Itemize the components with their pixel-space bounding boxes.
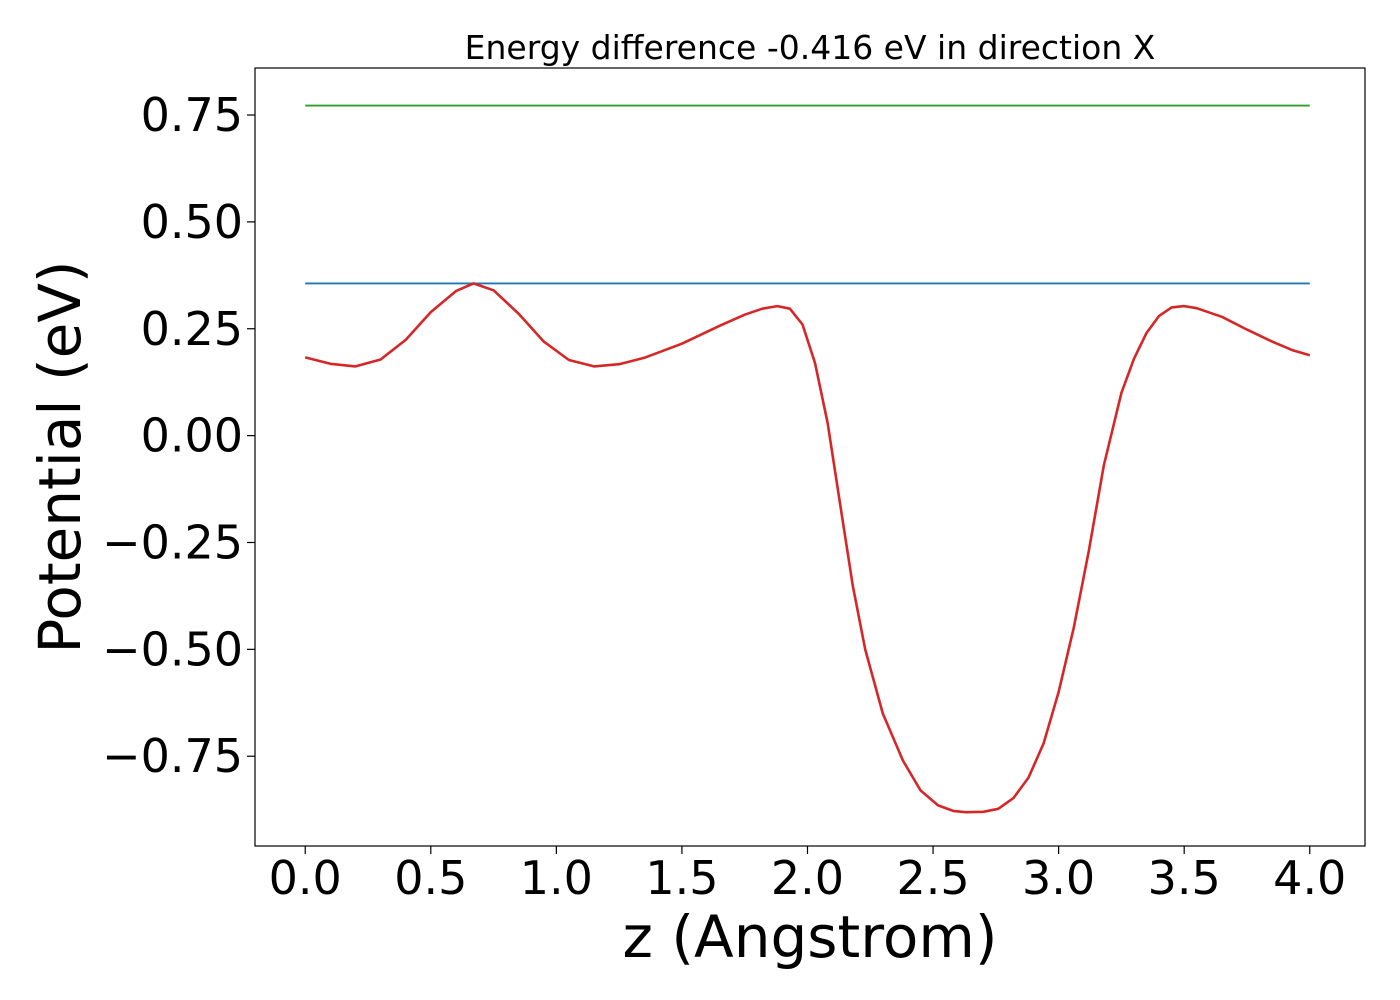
y-tick-label: −0.75 bbox=[102, 729, 243, 783]
x-tick-label: 1.0 bbox=[520, 851, 593, 905]
x-axis-label: z (Angstrom) bbox=[623, 903, 998, 971]
x-tick-label: 2.0 bbox=[771, 851, 844, 905]
x-tick-label: 4.0 bbox=[1273, 851, 1346, 905]
x-tick-label: 2.5 bbox=[896, 851, 969, 905]
series-line-2 bbox=[304, 282, 1311, 814]
x-tick-label: 0.0 bbox=[269, 851, 342, 905]
y-axis-label: Potential (eV) bbox=[26, 260, 94, 653]
x-tick-label: 3.0 bbox=[1022, 851, 1095, 905]
chart-title: Energy difference -0.416 eV in direction… bbox=[465, 28, 1156, 67]
y-tick-label: −0.25 bbox=[102, 515, 243, 569]
x-tick-label: 3.5 bbox=[1148, 851, 1221, 905]
y-tick-label: 0.00 bbox=[141, 409, 243, 463]
y-tick-label: 0.75 bbox=[141, 88, 243, 142]
x-tick-label: 1.5 bbox=[645, 851, 718, 905]
x-tick-label: 0.5 bbox=[394, 851, 467, 905]
y-tick-label: −0.50 bbox=[102, 622, 243, 676]
y-tick-label: 0.25 bbox=[141, 302, 243, 356]
plot-frame bbox=[254, 67, 1366, 847]
y-tick-label: 0.50 bbox=[141, 195, 243, 249]
